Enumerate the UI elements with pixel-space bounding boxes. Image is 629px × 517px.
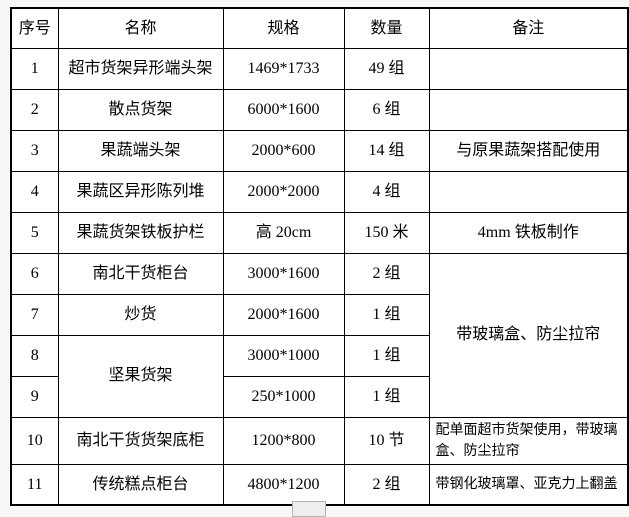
table-row: 6 南北干货柜台 3000*1600 2 组 带玻璃盒、防尘拉帘 xyxy=(10,252,629,418)
cell-spec: 6000*1600 xyxy=(222,88,345,131)
cell-spec: 3000*1600 xyxy=(222,252,345,295)
cell-spec: 2000*1600 xyxy=(222,293,345,336)
table-row: 10 南北干货货架底柜 1200*800 10 节 配单面超市货架使用，带玻璃盒… xyxy=(10,416,629,465)
table-row: 1 超市货架异形端头架 1469*1733 49 组 xyxy=(10,47,629,90)
cell-name: 南北干货货架底柜 xyxy=(57,416,224,465)
cell-no: 8 xyxy=(10,334,59,377)
cell-no: 5 xyxy=(10,211,59,254)
cell-note: 配单面超市货架使用，带玻璃盒、防尘拉帘 xyxy=(428,416,629,465)
table-row: 2 散点货架 6000*1600 6 组 xyxy=(10,88,629,131)
cell-qty: 1 组 xyxy=(343,375,430,418)
col-header-name: 名称 xyxy=(57,7,224,49)
cell-note: 带钢化玻璃罩、亚克力上翻盖 xyxy=(428,463,629,506)
col-header-qty: 数量 xyxy=(343,7,430,49)
cell-name: 果蔬区异形陈列堆 xyxy=(57,170,224,213)
table-row: 3 果蔬端头架 2000*600 14 组 与原果蔬架搭配使用 xyxy=(10,129,629,172)
header-row: 序号 名称 规格 数量 备注 xyxy=(10,7,629,49)
cell-no: 9 xyxy=(10,375,59,418)
table-row: 9 250*1000 1 组 xyxy=(10,375,628,418)
cell-qty: 49 组 xyxy=(343,47,430,90)
cell-note: 与原果蔬架搭配使用 xyxy=(428,129,629,172)
cell-qty: 1 组 xyxy=(343,293,430,336)
cell-name-merged: 坚果货架 xyxy=(57,334,224,418)
cell-no: 4 xyxy=(10,170,59,213)
cell-qty: 14 组 xyxy=(343,129,430,172)
cell-spec: 高 20cm xyxy=(222,211,345,254)
table-row: 8 坚果货架 3000*1000 1 组 xyxy=(10,334,628,418)
col-header-spec: 规格 xyxy=(222,7,345,49)
table-row: 5 果蔬货架铁板护栏 高 20cm 150 米 4mm 铁板制作 xyxy=(10,211,629,254)
cell-spec: 1469*1733 xyxy=(222,47,345,90)
cell-no: 7 xyxy=(10,293,59,336)
cell-no: 3 xyxy=(10,129,59,172)
cell-name: 南北干货柜台 xyxy=(57,252,224,295)
cell-spec: 3000*1000 xyxy=(222,334,345,377)
cell-qty: 2 组 xyxy=(343,463,430,506)
cell-name: 果蔬端头架 xyxy=(57,129,224,172)
cell-spec: 1200*800 xyxy=(222,416,345,465)
cell-no: 2 xyxy=(10,88,59,131)
cell-no: 10 xyxy=(10,416,59,465)
table-row: 11 传统糕点柜台 4800*1200 2 组 带钢化玻璃罩、亚克力上翻盖 xyxy=(10,463,629,506)
cell-note: 4mm 铁板制作 xyxy=(428,211,629,254)
cell-note-merged: 带玻璃盒、防尘拉帘 xyxy=(428,252,629,418)
next-table-fragment xyxy=(292,501,326,517)
cell-name: 散点货架 xyxy=(57,88,224,131)
col-header-note: 备注 xyxy=(428,7,629,49)
cell-name: 炒货 xyxy=(57,293,224,336)
cell-spec: 250*1000 xyxy=(222,375,345,418)
spec-table: 序号 名称 规格 数量 备注 1 超市货架异形端头架 1469*1733 49 … xyxy=(10,7,629,506)
cell-no: 1 xyxy=(10,47,59,90)
cell-qty: 10 节 xyxy=(343,416,430,465)
cell-qty: 150 米 xyxy=(343,211,430,254)
cell-no: 11 xyxy=(10,463,59,506)
cell-qty: 6 组 xyxy=(343,88,430,131)
cell-qty: 2 组 xyxy=(343,252,430,295)
cell-note xyxy=(428,88,629,131)
cell-name: 超市货架异形端头架 xyxy=(57,47,224,90)
cell-note xyxy=(428,170,629,213)
cell-qty: 1 组 xyxy=(343,334,430,377)
cell-spec: 2000*2000 xyxy=(222,170,345,213)
cell-note xyxy=(428,47,629,90)
cell-no: 6 xyxy=(10,252,59,295)
col-header-no: 序号 xyxy=(10,7,59,49)
cell-qty: 4 组 xyxy=(343,170,430,213)
cell-name: 传统糕点柜台 xyxy=(57,463,224,506)
table-row: 4 果蔬区异形陈列堆 2000*2000 4 组 xyxy=(10,170,629,213)
cell-name: 果蔬货架铁板护栏 xyxy=(57,211,224,254)
cell-spec: 4800*1200 xyxy=(222,463,345,506)
cell-spec: 2000*600 xyxy=(222,129,345,172)
table-row: 7 炒货 2000*1600 1 组 xyxy=(10,293,628,336)
